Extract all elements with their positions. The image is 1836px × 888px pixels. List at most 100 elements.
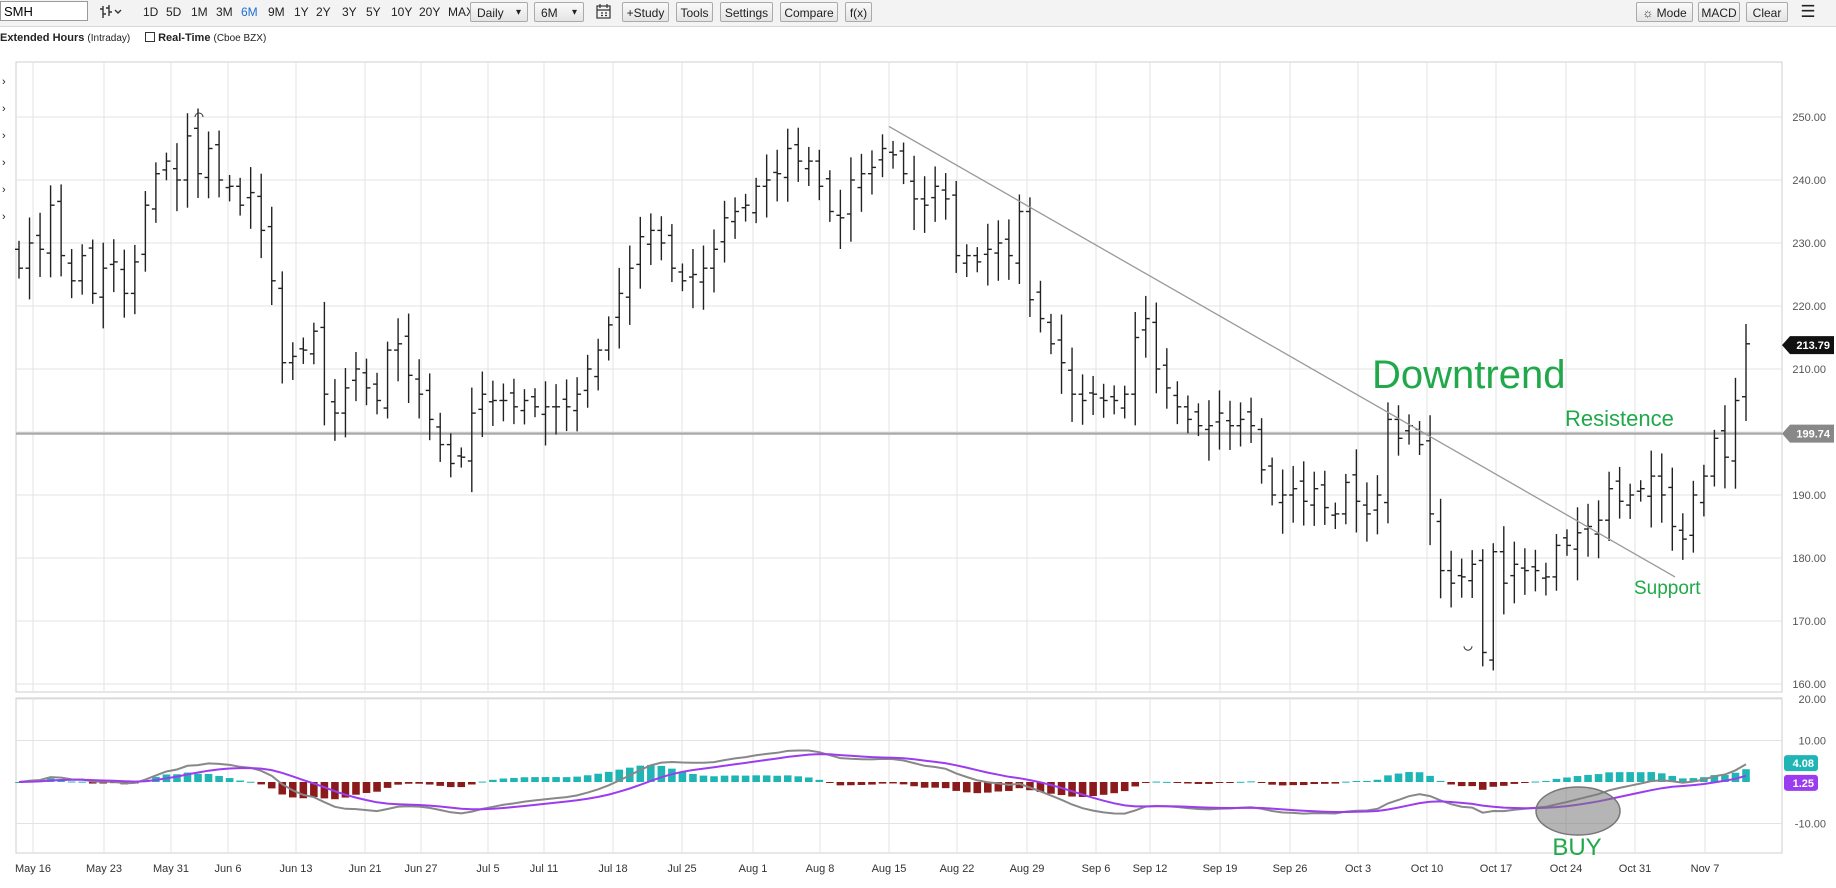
mode-button[interactable]: ☼ Mode	[1636, 2, 1693, 22]
macd-button[interactable]: MACD	[1698, 2, 1740, 22]
macd-histogram-bar	[1342, 781, 1350, 783]
y-tick-label: 190.00	[1792, 490, 1826, 502]
macd-histogram-bar	[1447, 782, 1455, 785]
macd-histogram-bar	[1363, 780, 1371, 782]
macd-histogram-bar	[1657, 773, 1666, 782]
macd-histogram-bar	[773, 775, 781, 782]
high-marker	[194, 112, 204, 118]
annotation-support: Support	[1634, 578, 1701, 599]
low-marker	[1463, 646, 1473, 651]
symbol-input[interactable]	[0, 1, 88, 21]
chevron-right-icon[interactable]: ›	[2, 157, 6, 169]
chevron-right-icon[interactable]: ›	[2, 130, 6, 142]
x-tick-label: Aug 29	[1010, 863, 1045, 875]
bar-chart-icon	[100, 5, 122, 18]
level-price-tag: 199.74	[1796, 429, 1831, 441]
y-tick-label: 220.00	[1792, 301, 1826, 313]
macd-histogram-bar	[204, 773, 213, 782]
macd-histogram-bar	[1131, 782, 1140, 787]
macd-histogram-bar	[531, 777, 539, 782]
macd-histogram-bar	[299, 782, 308, 799]
macd-histogram-bar	[468, 782, 476, 785]
macd-histogram-bar	[1468, 782, 1476, 787]
macd-histogram-bar	[1647, 772, 1656, 782]
macd-histogram-bar	[615, 769, 624, 782]
macd-histogram-bar	[267, 782, 276, 789]
macd-histogram-bar	[1373, 779, 1382, 782]
x-tick-label: Oct 10	[1411, 863, 1443, 875]
macd-histogram-bar	[499, 778, 508, 782]
price-panel	[15, 61, 1783, 693]
macd-histogram-bar	[731, 775, 739, 782]
tools-button[interactable]: Tools	[676, 2, 713, 22]
chevron-right-icon[interactable]: ›	[2, 76, 6, 88]
macd-histogram-bar	[889, 782, 897, 784]
period-1m[interactable]: 1M	[191, 5, 208, 19]
period-3y[interactable]: 3Y	[342, 5, 357, 19]
period-10y[interactable]: 10Y	[391, 5, 413, 19]
macd-histogram-bar	[1521, 782, 1529, 783]
y-tick-label: 240.00	[1792, 175, 1826, 187]
mode-label: Mode	[1656, 6, 1687, 20]
settings-button[interactable]: Settings	[720, 2, 773, 22]
macd-histogram-bar	[1689, 778, 1698, 782]
function-button[interactable]: f(x)	[845, 2, 872, 22]
macd-histogram-bar	[183, 772, 192, 782]
macd-histogram-bar	[436, 782, 445, 786]
macd-histogram-bar	[836, 782, 845, 786]
macd-histogram-bar	[1626, 772, 1634, 782]
compare-button[interactable]: Compare	[780, 2, 838, 22]
macd-histogram-bar	[783, 775, 792, 782]
period-9m[interactable]: 9M	[268, 5, 285, 19]
chevron-right-icon[interactable]: ›	[2, 103, 6, 115]
period-5y[interactable]: 5Y	[366, 5, 381, 19]
macd-histogram-bar	[1384, 775, 1392, 782]
macd-histogram-bar	[1436, 780, 1445, 782]
x-tick-label: Jul 11	[530, 863, 559, 875]
macd-histogram-bar	[689, 773, 697, 782]
calendar-button[interactable]	[595, 2, 613, 22]
clear-button[interactable]: Clear	[1746, 2, 1788, 22]
interval-select[interactable]: Daily ▾	[470, 2, 528, 22]
macd-histogram-bar	[994, 782, 1003, 792]
macd-histogram-bar	[720, 775, 729, 782]
macd-histogram-bar	[878, 782, 887, 784]
macd-histogram-bar	[815, 779, 824, 782]
period-20y[interactable]: 20Y	[419, 5, 441, 19]
period-3m[interactable]: 3M	[216, 5, 233, 19]
macd-histogram-bar	[1247, 781, 1255, 783]
x-tick-label: Aug 15	[872, 863, 907, 875]
real-time-toggle[interactable]: Real-Time (Cboe BZX)	[145, 27, 266, 50]
annotation-downtrend: Downtrend	[1372, 353, 1565, 397]
chevron-right-icon[interactable]: ›	[2, 184, 6, 196]
macd-histogram-bar	[1278, 782, 1287, 786]
hamburger-menu-icon[interactable]: ☰	[1800, 2, 1816, 21]
macd-histogram-bar	[984, 782, 992, 793]
period-2y[interactable]: 2Y	[316, 5, 331, 19]
macd-histogram-bar	[604, 771, 613, 782]
range-select[interactable]: 6M ▾	[534, 2, 584, 22]
period-5d[interactable]: 5D	[166, 5, 182, 19]
period-max[interactable]: MAX	[448, 5, 475, 19]
x-tick-label: Jul 5	[476, 863, 499, 875]
macd-histogram-bar	[573, 776, 581, 782]
macd-histogram-bar	[1215, 782, 1224, 783]
macd-histogram-bar	[1426, 775, 1434, 782]
chart-type-button[interactable]	[97, 2, 125, 22]
period-1d[interactable]: 1D	[143, 5, 159, 19]
macd-histogram-bar	[1573, 776, 1582, 782]
extended-hours-toggle[interactable]: Extended Hours (Intraday)	[0, 27, 130, 50]
add-study-button[interactable]: +Study	[622, 2, 669, 22]
chevron-right-icon[interactable]: ›	[2, 211, 6, 223]
macd-histogram-bar	[1394, 773, 1403, 782]
macd-histogram-bar	[404, 782, 413, 784]
x-tick-label: Oct 24	[1550, 863, 1582, 875]
x-tick-label: Jul 18	[598, 863, 627, 875]
period-1y[interactable]: 1Y	[294, 5, 309, 19]
period-6m[interactable]: 6M	[241, 5, 258, 19]
downtrend-line	[888, 125, 1676, 578]
macd-histogram-bar	[1015, 782, 1024, 789]
macd-histogram-bar	[826, 782, 834, 783]
macd-histogram-bar	[1731, 772, 1740, 782]
